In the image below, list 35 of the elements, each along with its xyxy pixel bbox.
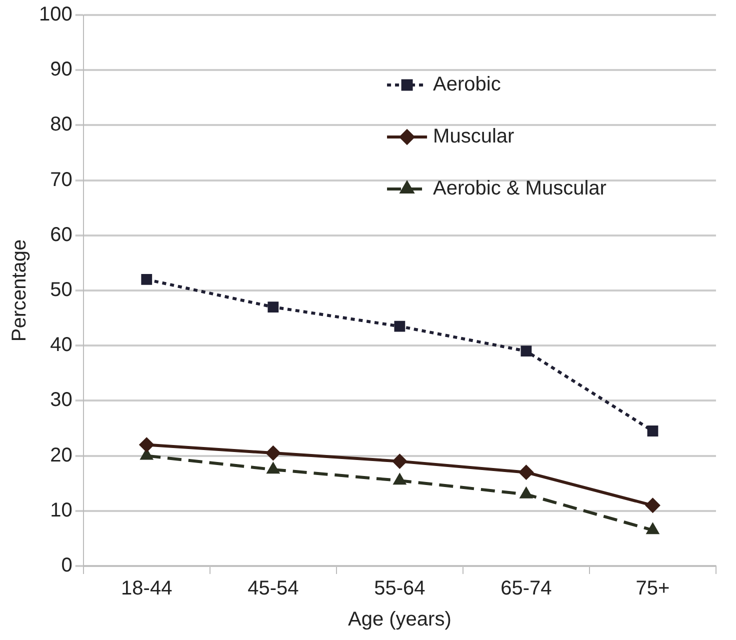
x-tick-label: 75+	[636, 578, 670, 600]
point	[647, 426, 658, 436]
y-tick-label: 30	[50, 389, 72, 412]
y-tick-label: 20	[50, 444, 72, 466]
point	[393, 473, 406, 485]
point	[141, 274, 152, 285]
y-axis-title: Percentage	[8, 239, 31, 342]
x-tick-label: 18-44	[121, 578, 172, 600]
point	[394, 320, 406, 332]
point	[518, 464, 534, 480]
x-tick-label: 55-64	[374, 578, 426, 600]
x-axis-title: Age (years)	[348, 608, 452, 631]
point	[645, 498, 660, 513]
y-tick-label: 10	[50, 499, 72, 522]
y-tick-label: 50	[50, 279, 72, 302]
y-tick-label: 80	[50, 114, 72, 136]
legend-label: Muscular	[433, 126, 515, 148]
point	[139, 437, 154, 452]
legend-label: Aerobic	[433, 74, 501, 96]
x-tick-label: 65-74	[500, 578, 552, 600]
y-tick-label: 100	[38, 4, 72, 26]
point	[266, 462, 280, 474]
point	[266, 446, 281, 461]
point	[392, 454, 408, 469]
y-tick-label: 0	[61, 554, 72, 577]
point	[646, 522, 660, 534]
y-tick-label: 60	[50, 224, 72, 246]
y-tick-label: 90	[50, 58, 72, 81]
x-tick-label: 45-54	[248, 578, 299, 600]
y-tick-label: 70	[50, 168, 72, 191]
point	[268, 302, 279, 312]
y-tick-label: 40	[50, 334, 72, 356]
legend-label: Aerobic & Muscular	[433, 178, 607, 200]
point	[520, 346, 532, 357]
point	[520, 486, 533, 498]
